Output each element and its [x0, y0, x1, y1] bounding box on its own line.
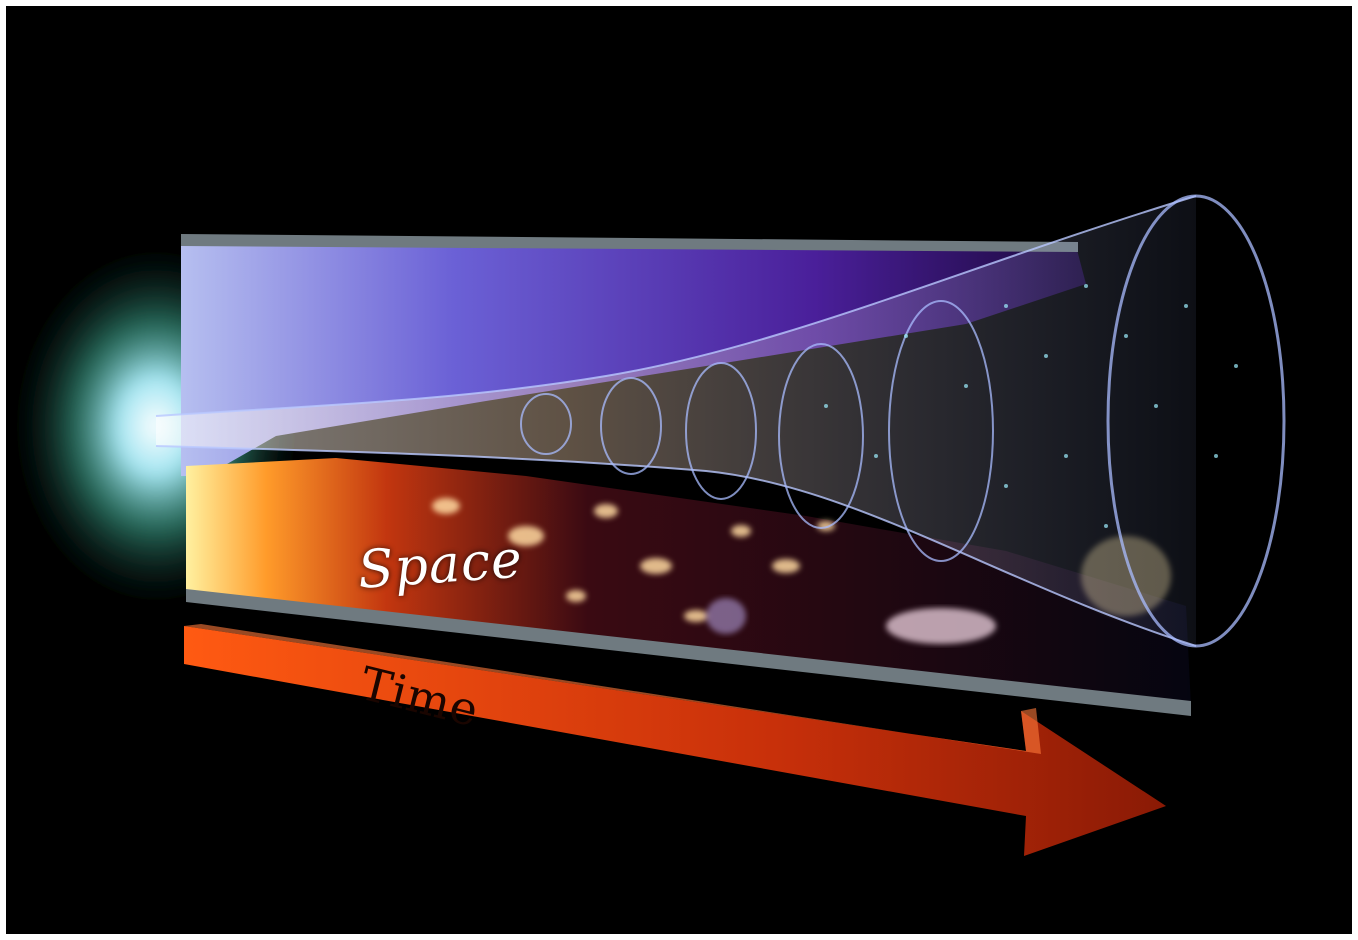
- lower-panel: [186, 458, 1191, 706]
- upper-panel-edge: [181, 234, 1078, 252]
- cosmic-web: [824, 284, 1238, 528]
- cone-bottom-edge: [155, 445, 1197, 647]
- expanding-cone-body: [156, 196, 1196, 646]
- spiral-galaxy-small: [706, 598, 746, 634]
- spiral-galaxy: [886, 608, 996, 644]
- galaxy-clumps: [432, 498, 835, 622]
- upper-panel: [181, 238, 1086, 476]
- cone-rings: [520, 194, 1286, 648]
- space-label: Space: [356, 529, 525, 601]
- lower-panel-edge: [186, 589, 1191, 716]
- time-arrow-icon: [184, 624, 1166, 856]
- cone-top-edge: [155, 195, 1197, 417]
- image-frame: Space Time: [6, 6, 1352, 934]
- cosmic-timeline-illustration: [6, 194, 1286, 856]
